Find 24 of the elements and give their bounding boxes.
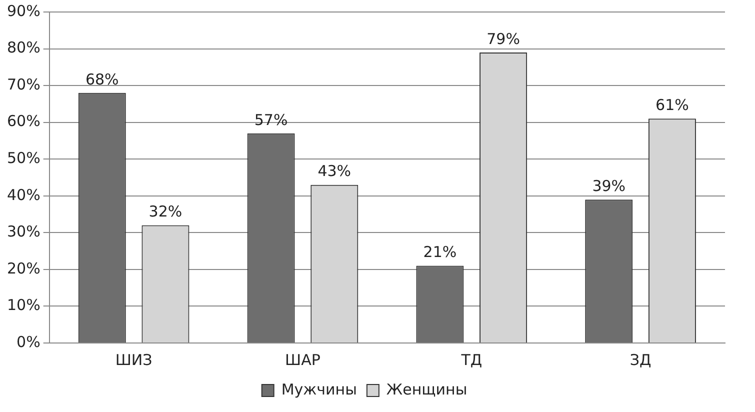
data-label: 79% [486,30,520,48]
x-tick-label: ЗД [630,350,652,369]
x-tick-label: ШИЗ [115,350,152,369]
y-tick-label: 70% [6,75,40,94]
y-tick-label: 10% [6,296,40,314]
x-tick-label: ШАР [285,350,320,369]
x-tick-label: ТД [460,350,482,369]
y-tick-label: 20% [6,259,40,278]
data-label: 32% [148,202,182,221]
data-label: 61% [656,96,689,114]
data-label: 21% [423,243,457,262]
data-label: 68% [85,70,119,88]
legend-label: Женщины [386,380,468,398]
y-tick-label: 30% [6,222,40,241]
y-tick-label: 0% [16,332,40,351]
y-tick-label: 40% [6,186,40,204]
data-label: 57% [254,110,288,129]
data-label: 43% [318,162,352,180]
data-label: 39% [592,176,626,195]
legend-label: Мужчины [281,380,357,398]
y-tick-label: 80% [6,38,40,57]
y-tick-label: 50% [6,149,40,167]
y-tick-label: 60% [6,112,40,130]
y-tick-label: 90% [6,2,40,20]
